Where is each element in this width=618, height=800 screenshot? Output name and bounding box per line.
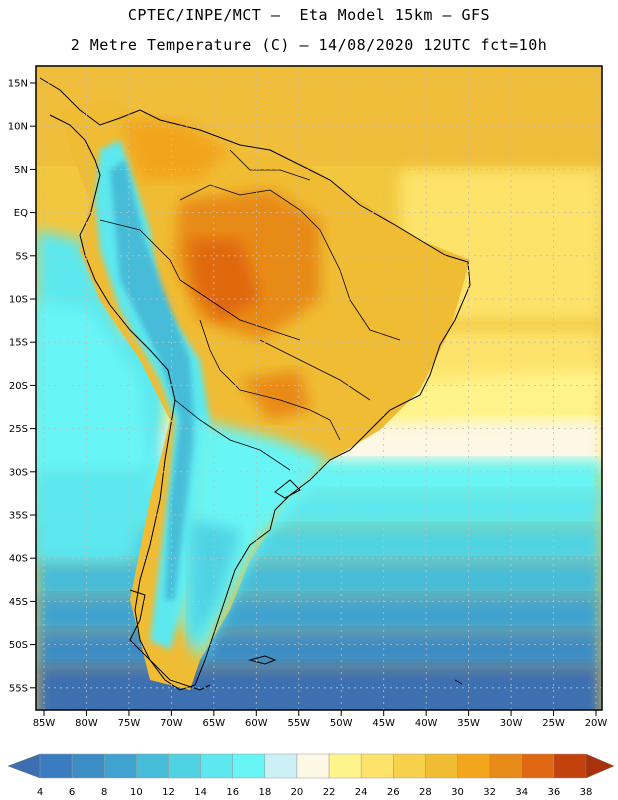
colorbar-label: 20 — [291, 787, 304, 798]
lat-label: 55S — [9, 683, 28, 694]
colorbar-label: 24 — [355, 787, 368, 798]
colorbar-swatch — [71, 753, 105, 779]
map-title-line1: CPTEC/INPE/MCT – Eta Model 15km – GFS — [127, 6, 491, 24]
colorbar-swatch — [296, 753, 330, 779]
lon-label: 40W — [415, 718, 438, 729]
colorbar-label: 36 — [548, 787, 561, 798]
colorbar-label: 14 — [194, 787, 207, 798]
colorbar-arrow-high — [585, 753, 615, 779]
colorbar: 4 6 8 10 12 14 16 18 20 22 24 26 28 30 32 34 36 38 — [7, 753, 615, 798]
lat-label: 5N — [14, 165, 28, 176]
lon-label: 25W — [542, 718, 565, 729]
colorbar-label: 34 — [515, 787, 528, 798]
lat-label: 5S — [15, 251, 28, 262]
colorbar-swatch — [136, 753, 169, 779]
colorbar-swatch — [232, 753, 266, 779]
colorbar-label: 26 — [387, 787, 400, 798]
lat-label: 10S — [9, 295, 28, 306]
lat-label: 35S — [9, 511, 28, 522]
lon-label: 55W — [287, 718, 310, 729]
lon-label: 30W — [500, 718, 523, 729]
colorbar-swatch — [103, 753, 137, 779]
lon-label: 65W — [203, 718, 226, 729]
latitude-axis: 15N 10N 5N EQ 5S 10S 15S 20S 25S 30S 35S 40S 45S 50S 5… — [8, 79, 36, 694]
colorbar-label: 16 — [226, 787, 239, 798]
lat-label: 15N — [8, 79, 28, 90]
lat-label: 10N — [8, 122, 28, 133]
colorbar-label: 22 — [323, 787, 336, 798]
colorbar-swatch — [200, 753, 233, 779]
lon-label: 70W — [160, 718, 183, 729]
colorbar-label: 28 — [419, 787, 432, 798]
colorbar-swatch — [328, 753, 362, 779]
colorbar-label: 38 — [580, 787, 593, 798]
colorbar-label: 12 — [162, 787, 175, 798]
lat-label: 50S — [9, 640, 28, 651]
colorbar-label: 32 — [483, 787, 496, 798]
lat-label: EQ — [14, 208, 28, 219]
graticule — [36, 66, 602, 710]
colorbar-swatch — [457, 753, 490, 779]
lon-label: 45W — [372, 718, 395, 729]
colorbar-swatch — [264, 753, 298, 779]
colorbar-swatch — [393, 753, 426, 779]
coastlines — [39, 77, 471, 691]
colorbar-swatch — [360, 753, 394, 779]
colorbar-label: 18 — [258, 787, 271, 798]
lat-label: 30S — [9, 467, 28, 478]
lat-label: 40S — [9, 554, 28, 565]
colorbar-swatch — [425, 753, 458, 779]
colorbar-label: 4 — [37, 787, 43, 798]
colorbar-label: 10 — [130, 787, 143, 798]
lon-label: 60W — [245, 718, 268, 729]
colorbar-arrow-low — [7, 753, 41, 779]
colorbar-label: 30 — [451, 787, 464, 798]
colorbar-swatch — [521, 753, 555, 779]
colorbar-label: 8 — [101, 787, 107, 798]
colorbar-label: 6 — [69, 787, 75, 798]
map-title-line2: 2 Metre Temperature (C) – 14/08/2020 12U… — [70, 36, 548, 54]
colorbar-swatch — [489, 753, 523, 779]
lat-label: 25S — [9, 424, 28, 435]
political-borders — [99, 149, 401, 471]
lat-label: 20S — [9, 381, 28, 392]
colorbar-swatch — [553, 753, 587, 779]
longitude-axis: 85W 80W 75W 70W 65W 60W 55W 50W 45W 40W 35W 30W 25W 2… — [33, 710, 608, 729]
lon-label: 80W — [75, 718, 98, 729]
temperature-field — [36, 66, 602, 710]
lon-label: 35W — [457, 718, 480, 729]
lat-label: 45S — [9, 597, 28, 608]
map-frame — [35, 65, 603, 711]
lon-label: 85W — [33, 718, 56, 729]
lon-label: 20W — [585, 718, 608, 729]
colorbar-swatch — [168, 753, 201, 779]
lat-label: 15S — [9, 338, 28, 349]
colorbar-swatch — [39, 753, 73, 779]
lon-label: 75W — [118, 718, 141, 729]
lon-label: 50W — [330, 718, 353, 729]
